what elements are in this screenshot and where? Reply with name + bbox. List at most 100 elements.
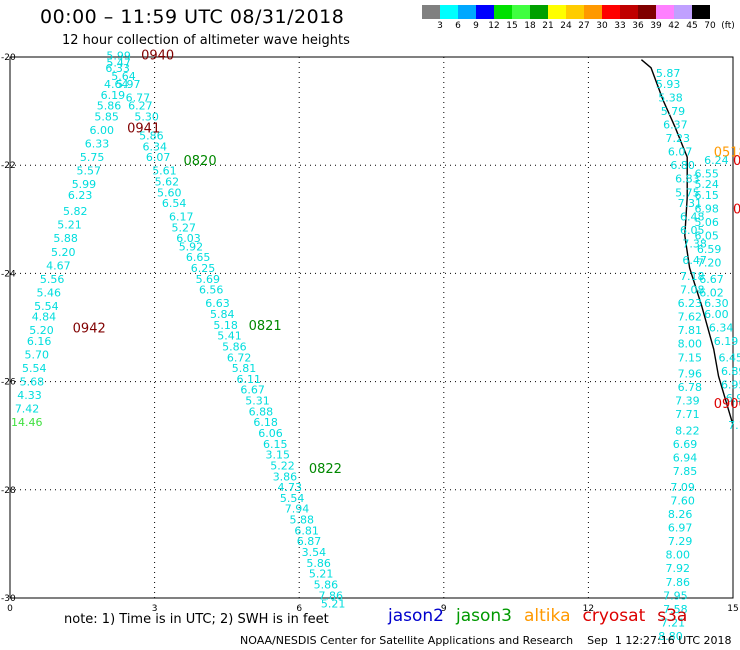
wave-height-value: 5.31 bbox=[245, 395, 270, 408]
wave-height-value: 6.67 bbox=[699, 273, 724, 286]
legend-swatch bbox=[566, 5, 584, 19]
wave-height-value: 5.27 bbox=[171, 221, 196, 234]
wave-height-value: 6.27 bbox=[128, 100, 153, 113]
wave-height-value: 6.19 bbox=[101, 89, 126, 102]
wave-height-value: 5.75 bbox=[675, 186, 700, 199]
satellite-legend: jason2 jason3 altika cryosat s3a bbox=[388, 606, 699, 626]
wave-height-value: 5.46 bbox=[37, 286, 62, 299]
coastline bbox=[640, 59, 734, 426]
legend-label: 27 bbox=[578, 21, 590, 31]
wave-height-value: 5.86 bbox=[306, 557, 331, 570]
wave-height-value: 6.15 bbox=[694, 189, 719, 202]
legend-label: 39 bbox=[650, 21, 662, 31]
wave-height-value: 6.59 bbox=[697, 243, 722, 256]
wave-height-value: 7.85 bbox=[673, 465, 698, 478]
wave-height-value: 5.47 bbox=[106, 56, 130, 69]
legend-swatch bbox=[530, 5, 548, 19]
wave-height-value: 6.07 bbox=[668, 146, 693, 159]
wave-height-value: 5.54 bbox=[280, 492, 305, 505]
wave-height-value: 6.77 bbox=[126, 92, 150, 105]
wave-height-value: 6.94 bbox=[673, 451, 698, 464]
legend-swatch bbox=[494, 5, 512, 19]
wave-height-value: 5.30 bbox=[134, 111, 159, 124]
legend-label: (ft) bbox=[721, 21, 735, 31]
legend-swatch bbox=[602, 5, 620, 19]
wave-height-value: 5.88 bbox=[290, 514, 315, 527]
wave-height-value: 6.78 bbox=[678, 381, 703, 394]
wave-height-value: 5.69 bbox=[196, 273, 221, 286]
legend-swatch bbox=[638, 5, 656, 19]
legend-label: 70 bbox=[704, 21, 716, 31]
wave-height-value: 6.56 bbox=[199, 284, 224, 297]
wave-height-value: 4.73 bbox=[278, 481, 303, 494]
wave-height-value: 5.24 bbox=[694, 178, 719, 191]
wave-height-value: 8.22 bbox=[675, 424, 700, 437]
wave-height-value: 7.94 bbox=[285, 503, 310, 516]
wave-height-value: 7.95 bbox=[663, 589, 688, 602]
wave-height-value: 7.31 bbox=[678, 197, 703, 210]
wave-height-value: 6.95 bbox=[721, 378, 740, 391]
legend-swatch bbox=[512, 5, 530, 19]
wave-height-value: 7.71 bbox=[675, 408, 700, 421]
wave-height-value: 7.62 bbox=[678, 311, 703, 324]
wave-height-value: 5.38 bbox=[658, 92, 683, 105]
track-time-label: 0940 bbox=[141, 48, 174, 63]
wave-height-value: 7.20 bbox=[697, 257, 722, 270]
legend-swatch bbox=[440, 5, 458, 19]
track-time-label: 0822 bbox=[309, 462, 342, 477]
legend-swatch bbox=[674, 5, 692, 19]
wave-height-value: 6.17 bbox=[169, 211, 194, 224]
wave-height-value: 5.57 bbox=[77, 165, 102, 178]
plot-frame bbox=[9, 56, 734, 599]
wave-height-value: 6.63 bbox=[205, 297, 230, 310]
wave-height-value: 8.80 bbox=[658, 630, 683, 643]
wave-height-value: 5.54 bbox=[34, 300, 59, 313]
wave-height-value: 8.00 bbox=[678, 338, 703, 351]
wave-height-value: 5.56 bbox=[40, 273, 65, 286]
track-time-label: 0820 bbox=[184, 154, 217, 169]
wave-height-value: 6.05 bbox=[680, 224, 705, 237]
wave-height-value: 6.80 bbox=[670, 159, 695, 172]
wave-height-value: 6.54 bbox=[162, 197, 187, 210]
legend-swatch bbox=[656, 5, 674, 19]
wave-height-value: 5.06 bbox=[694, 216, 719, 229]
legend-swatch bbox=[548, 5, 566, 19]
legend-label: 6 bbox=[455, 21, 461, 31]
wave-height-value: 6.00 bbox=[90, 124, 115, 137]
legend-label: 15 bbox=[506, 21, 518, 31]
wave-height-value: 5.86 bbox=[97, 100, 122, 113]
y-tick-label: -22 bbox=[1, 161, 16, 171]
wave-height-value: 5.85 bbox=[94, 111, 119, 124]
wave-height-value: 4.64 bbox=[104, 78, 128, 91]
wave-height-value: 5.87 bbox=[656, 67, 681, 80]
wave-height-value: 7.86 bbox=[318, 589, 343, 602]
legend-swatch bbox=[584, 5, 602, 19]
wave-height-value: 5.86 bbox=[222, 340, 247, 353]
legend-swatch bbox=[476, 5, 494, 19]
wave-height-value: 5.60 bbox=[157, 186, 182, 199]
legend-label: 45 bbox=[686, 21, 698, 31]
wave-height-value: 6.97 bbox=[668, 522, 693, 535]
legend-label: 3 bbox=[437, 21, 443, 31]
wave-height-value: 7.92 bbox=[666, 562, 691, 575]
legend-label: 21 bbox=[542, 21, 554, 31]
wave-height-value: 6.18 bbox=[253, 416, 278, 429]
wave-height-value: 6.23 bbox=[68, 189, 93, 202]
wave-height-value: 7.42 bbox=[15, 403, 40, 416]
wave-height-value: 7.18 bbox=[680, 270, 705, 283]
track-time-label: 0942 bbox=[73, 322, 106, 337]
wave-height-value: 6.19 bbox=[714, 335, 739, 348]
wave-height-value: 5.70 bbox=[24, 349, 49, 362]
wave-height-value: 6.45 bbox=[719, 351, 740, 364]
legend-swatch bbox=[458, 5, 476, 19]
wave-height-value: 6.87 bbox=[297, 535, 322, 548]
wave-height-value: 6.24 bbox=[704, 154, 729, 167]
wave-height-value: 6.34 bbox=[709, 322, 734, 335]
wave-height-value: 5.86 bbox=[139, 129, 164, 142]
wave-height-value: 6.02 bbox=[699, 286, 724, 299]
note-text: note: 1) Time is in UTC; 2) SWH is in fe… bbox=[64, 612, 329, 627]
wave-height-value: 6.89 bbox=[721, 365, 740, 378]
x-tick-label: 6 bbox=[296, 604, 302, 614]
wave-height-value: 7.08 bbox=[680, 284, 705, 297]
wave-height-value: 6.55 bbox=[694, 167, 719, 180]
